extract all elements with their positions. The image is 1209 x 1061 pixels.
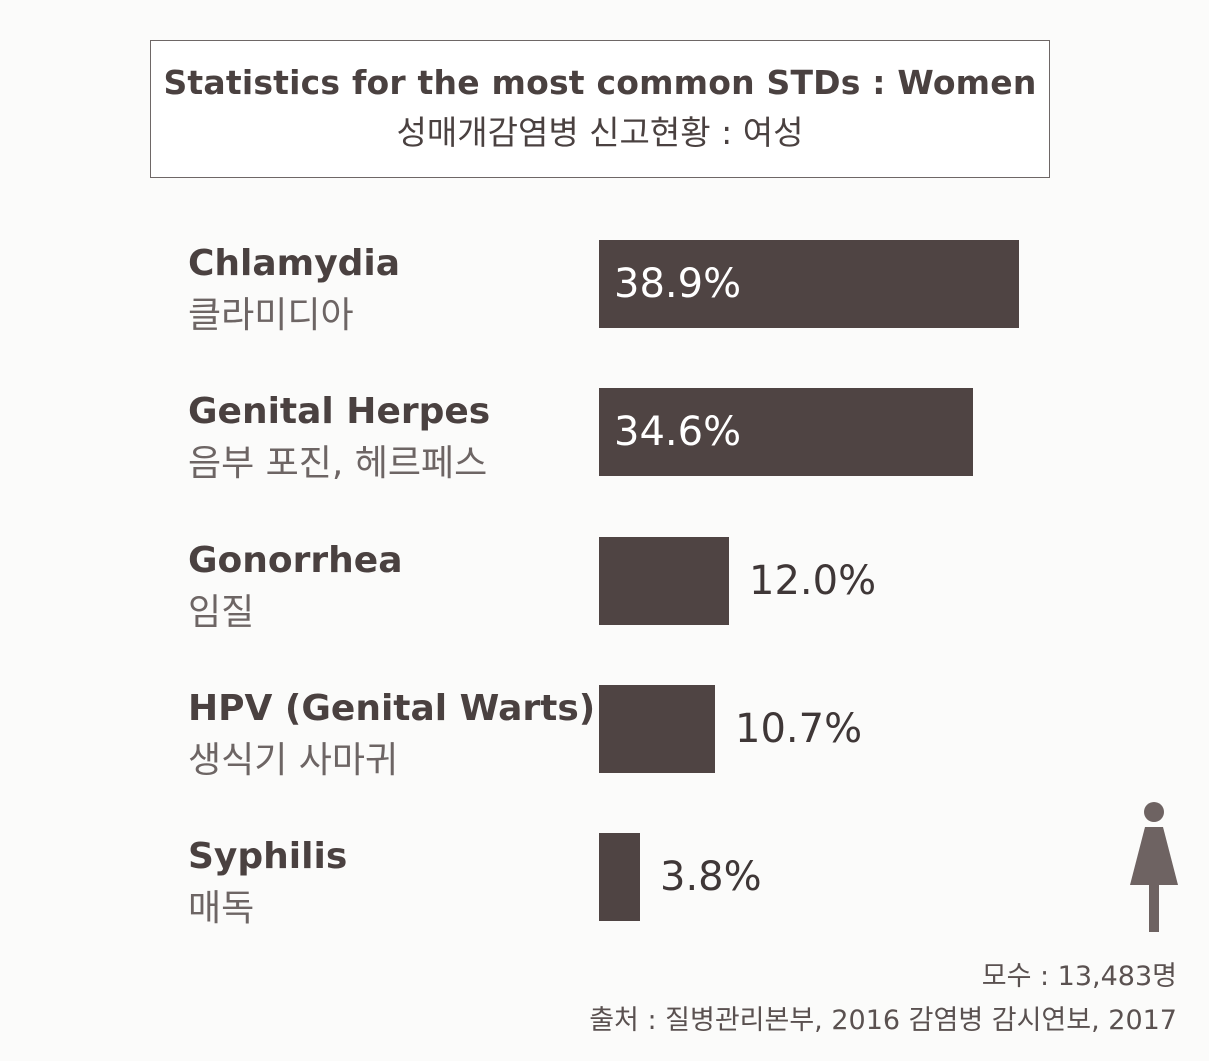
chart-row: Genital Herpes 음부 포진, 헤르페스 34.6% <box>0 0 1209 484</box>
category-label-en: Gonorrhea <box>188 540 403 581</box>
category-label-en: Chlamydia <box>188 243 401 284</box>
category-label: Gonorrhea 임질 <box>188 540 403 635</box>
chart-row: HPV (Genital Warts) 생식기 사마귀 10.7% <box>0 0 1209 781</box>
bar-value-label: 10.7% <box>735 706 863 752</box>
category-label: HPV (Genital Warts) 생식기 사마귀 <box>188 688 595 783</box>
category-label: Syphilis 매독 <box>188 836 347 931</box>
sample-size-note: 모수 : 13,483명 <box>981 961 1177 992</box>
bar <box>599 388 973 476</box>
chart-row: Syphilis 매독 3.8% <box>0 0 1209 929</box>
chart-title-ko: 성매개감염병 신고현황 : 여성 <box>396 113 804 152</box>
bar <box>599 685 715 773</box>
bar <box>599 833 640 921</box>
title-box: Statistics for the most common STDs : Wo… <box>150 40 1050 178</box>
category-label-ko: 클라미디아 <box>188 295 354 336</box>
bar-value-label: 34.6% <box>614 409 742 455</box>
bar-value-label: 12.0% <box>749 558 877 604</box>
category-label: Chlamydia 클라미디아 <box>188 243 400 338</box>
bar-value-label: 38.9% <box>614 261 742 307</box>
bar-value-label: 3.8% <box>660 854 762 900</box>
category-label-ko: 음부 포진, 헤르페스 <box>188 443 488 484</box>
woman-icon <box>1130 802 1178 932</box>
chart-title-en: Statistics for the most common STDs : Wo… <box>163 63 1037 102</box>
category-label: Genital Herpes 음부 포진, 헤르페스 <box>188 391 490 486</box>
chart-row: Chlamydia 클라미디아 38.9% <box>0 0 1209 336</box>
category-label-ko: 매독 <box>188 888 255 929</box>
category-label-ko: 생식기 사마귀 <box>188 740 399 781</box>
source-note: 출처 : 질병관리본부, 2016 감염병 감시연보, 2017 <box>589 1005 1177 1036</box>
category-label-en: HPV (Genital Warts) <box>188 688 596 729</box>
category-label-ko: 임질 <box>188 592 255 633</box>
bar <box>599 240 1019 328</box>
bar <box>599 537 729 625</box>
chart-row: Gonorrhea 임질 12.0% <box>0 0 1209 633</box>
category-label-en: Syphilis <box>188 836 348 877</box>
category-label-en: Genital Herpes <box>188 391 491 432</box>
